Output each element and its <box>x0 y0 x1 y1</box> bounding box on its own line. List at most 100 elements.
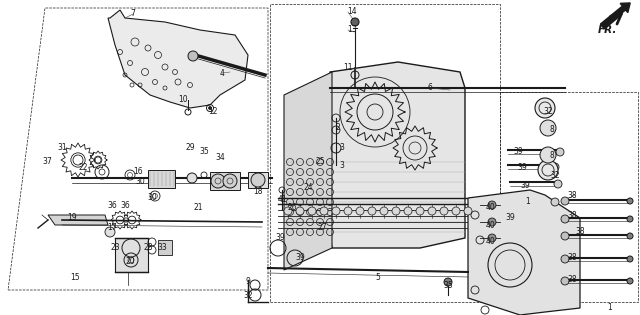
Polygon shape <box>284 72 332 270</box>
Circle shape <box>561 232 569 240</box>
Polygon shape <box>248 172 268 188</box>
Circle shape <box>540 120 556 136</box>
Text: 8: 8 <box>550 125 554 135</box>
Text: 41: 41 <box>277 196 287 204</box>
Text: 31: 31 <box>57 144 67 152</box>
Circle shape <box>538 160 558 180</box>
Text: 2: 2 <box>335 123 340 133</box>
Text: 38: 38 <box>567 210 577 220</box>
Circle shape <box>368 207 376 215</box>
Text: 8: 8 <box>550 151 554 159</box>
Text: 39: 39 <box>513 147 523 157</box>
Circle shape <box>251 173 265 187</box>
Polygon shape <box>148 170 175 188</box>
Polygon shape <box>108 10 248 108</box>
Circle shape <box>627 233 633 239</box>
Circle shape <box>452 207 460 215</box>
Polygon shape <box>158 240 172 255</box>
Text: 38: 38 <box>575 227 585 237</box>
Circle shape <box>344 207 352 215</box>
Circle shape <box>554 180 562 188</box>
Circle shape <box>561 277 569 285</box>
Circle shape <box>627 256 633 262</box>
Text: 10: 10 <box>178 95 188 105</box>
Text: 39: 39 <box>505 214 515 222</box>
Text: 26: 26 <box>287 203 297 213</box>
Text: 24: 24 <box>303 184 313 192</box>
Text: 40: 40 <box>485 238 495 247</box>
Text: 5: 5 <box>376 273 380 283</box>
Text: 3: 3 <box>340 161 344 169</box>
Circle shape <box>488 234 496 242</box>
Text: 38: 38 <box>567 191 577 199</box>
Text: 39: 39 <box>520 180 530 190</box>
Circle shape <box>416 207 424 215</box>
Text: 9: 9 <box>246 278 250 287</box>
Text: 35: 35 <box>199 147 209 157</box>
Circle shape <box>332 207 340 215</box>
Text: 30: 30 <box>147 193 157 203</box>
Text: 1: 1 <box>525 198 531 207</box>
Circle shape <box>488 201 496 209</box>
Text: 36: 36 <box>120 201 130 209</box>
Circle shape <box>464 207 472 215</box>
Text: 22: 22 <box>78 163 88 173</box>
Circle shape <box>392 207 400 215</box>
FancyArrow shape <box>600 3 630 28</box>
Text: 30: 30 <box>135 177 145 186</box>
Circle shape <box>488 218 496 226</box>
Text: 6: 6 <box>428 83 433 93</box>
Circle shape <box>561 215 569 223</box>
Circle shape <box>428 207 436 215</box>
Text: 40: 40 <box>485 203 495 213</box>
Text: 32: 32 <box>550 170 560 180</box>
Text: 38: 38 <box>567 254 577 262</box>
Text: 12: 12 <box>208 107 218 117</box>
Text: 13: 13 <box>347 26 357 35</box>
Circle shape <box>551 198 559 206</box>
Text: 23: 23 <box>110 243 120 253</box>
Text: 4: 4 <box>220 68 225 77</box>
Text: 17: 17 <box>107 224 117 232</box>
Text: 11: 11 <box>343 64 353 72</box>
Circle shape <box>627 278 633 284</box>
Circle shape <box>320 207 328 215</box>
Circle shape <box>211 174 225 188</box>
Text: 25: 25 <box>315 158 325 167</box>
Text: 32: 32 <box>543 107 553 117</box>
Text: 39: 39 <box>517 163 527 173</box>
Polygon shape <box>468 190 580 315</box>
Circle shape <box>540 147 556 163</box>
Text: 37: 37 <box>42 158 52 167</box>
Circle shape <box>223 174 237 188</box>
Circle shape <box>308 207 316 215</box>
Circle shape <box>284 207 292 215</box>
Text: 39: 39 <box>275 233 285 243</box>
Text: 36: 36 <box>107 201 117 209</box>
Text: 39: 39 <box>295 254 305 262</box>
Circle shape <box>556 148 564 156</box>
Text: 32: 32 <box>243 290 253 300</box>
Text: 34: 34 <box>215 153 225 163</box>
Text: 33: 33 <box>157 243 167 253</box>
Text: 21: 21 <box>193 203 203 213</box>
Text: 18: 18 <box>253 187 263 197</box>
Circle shape <box>380 207 388 215</box>
Text: 28: 28 <box>143 243 153 253</box>
Text: 14: 14 <box>347 8 357 16</box>
Text: 1: 1 <box>607 303 612 312</box>
Circle shape <box>188 51 198 61</box>
Text: 27: 27 <box>317 224 327 232</box>
Text: 7: 7 <box>131 9 136 19</box>
Circle shape <box>535 98 555 118</box>
Circle shape <box>356 207 364 215</box>
Text: 29: 29 <box>185 144 195 152</box>
Circle shape <box>440 207 448 215</box>
Text: 20: 20 <box>125 257 135 266</box>
Text: 38: 38 <box>567 276 577 284</box>
Polygon shape <box>328 62 465 248</box>
Circle shape <box>351 18 359 26</box>
Circle shape <box>105 227 115 237</box>
Circle shape <box>627 198 633 204</box>
Polygon shape <box>48 215 108 225</box>
